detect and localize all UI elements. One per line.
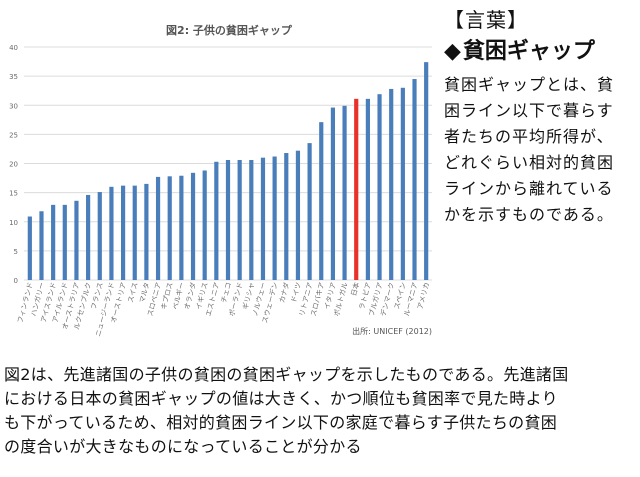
bar bbox=[412, 79, 417, 280]
bar bbox=[237, 160, 242, 280]
glossary-panel: 【言葉】 ◆貧困ギャップ 貧困ギャップとは、貧 困ライン以下で暮らす 者たちの平… bbox=[444, 6, 636, 228]
definition-line: ラインから離れている bbox=[444, 179, 614, 198]
y-tick-label: 5 bbox=[14, 248, 18, 256]
caption-line: も下がっているため、相対的貧困ライン以下の家庭で暮らす子供たちの貧困 bbox=[4, 413, 558, 432]
y-tick-label: 20 bbox=[9, 161, 18, 169]
bar bbox=[225, 160, 231, 280]
y-tick-label: 0 bbox=[14, 277, 18, 285]
bar bbox=[86, 194, 91, 280]
bar bbox=[214, 161, 219, 280]
definition-line: どれぐらい相対的貧困 bbox=[444, 153, 615, 172]
bar bbox=[389, 88, 394, 280]
bar bbox=[377, 94, 382, 281]
bar bbox=[132, 185, 137, 280]
diamond-bullet-icon: ◆ bbox=[444, 39, 461, 64]
bar bbox=[39, 211, 44, 280]
bar bbox=[249, 160, 254, 280]
glossary-definition: 貧困ギャップとは、貧 困ライン以下で暮らす 者たちの平均所得が、 どれぐらい相対… bbox=[444, 72, 636, 228]
chart-panel: 0 5 10 15 20 25 30 35 40 フィンランド ハンガリー アイスランド アイルランド… bbox=[9, 23, 432, 338]
bar bbox=[284, 153, 289, 280]
definition-line: 者たちの平均所得が、 bbox=[444, 127, 614, 146]
bar bbox=[202, 170, 207, 280]
bar bbox=[365, 98, 370, 280]
bar bbox=[424, 62, 429, 280]
glossary-heading: 【言葉】 bbox=[444, 8, 528, 32]
caption-line: 図2は、先進諸国の子供の貧困の貧困ギャップを示したものである。先進諸国 bbox=[4, 365, 569, 384]
caption-line: における日本の貧困ギャップの値は大きく、かつ順位も貧困率で見た時より bbox=[4, 389, 558, 408]
bar bbox=[272, 156, 277, 280]
glossary-term-text: 貧困ギャップ bbox=[462, 39, 595, 64]
bar bbox=[62, 204, 67, 280]
bar bbox=[27, 216, 32, 280]
figure-caption: 図2は、先進諸国の子供の貧困の貧困ギャップを示したものである。先進諸国 における… bbox=[4, 363, 636, 459]
bar bbox=[155, 176, 161, 280]
bar bbox=[144, 183, 149, 280]
bar bbox=[342, 105, 347, 281]
bar bbox=[260, 157, 266, 280]
bar bbox=[307, 143, 312, 280]
y-tick-label: 10 bbox=[9, 219, 18, 227]
definition-line: 貧困ギャップとは、貧 bbox=[444, 75, 615, 94]
y-tick-labels: 0 5 10 15 20 25 30 35 40 bbox=[9, 44, 18, 285]
bar bbox=[120, 185, 126, 280]
definition-line: 困ライン以下で暮らす bbox=[444, 101, 614, 120]
bar bbox=[190, 172, 196, 280]
x-tick-label: 日本 bbox=[349, 281, 361, 297]
chart-source: 出所: UNICEF (2012) bbox=[352, 326, 432, 336]
y-tick-label: 40 bbox=[9, 44, 18, 52]
y-tick-label: 30 bbox=[9, 102, 18, 110]
bar bbox=[400, 87, 405, 281]
bar bbox=[295, 150, 301, 280]
y-tick-label: 15 bbox=[9, 190, 18, 198]
bars bbox=[27, 62, 429, 281]
bar bbox=[330, 107, 336, 280]
bar bbox=[51, 204, 56, 280]
definition-line: かを示すものである。 bbox=[444, 205, 614, 224]
bar bbox=[179, 175, 184, 280]
bar bbox=[74, 200, 79, 280]
bar bbox=[109, 186, 114, 280]
bar bbox=[319, 122, 324, 280]
bar bbox=[97, 192, 102, 280]
glossary-term: ◆貧困ギャップ bbox=[444, 36, 636, 68]
bar-highlight bbox=[354, 98, 359, 280]
y-tick-label: 35 bbox=[9, 73, 18, 81]
bar bbox=[167, 176, 172, 280]
caption-line: の度合いが大きなものになっていることが分かる bbox=[4, 437, 362, 456]
y-tick-label: 25 bbox=[9, 131, 18, 139]
chart-title: 図2: 子供の貧困ギャップ bbox=[166, 23, 293, 37]
